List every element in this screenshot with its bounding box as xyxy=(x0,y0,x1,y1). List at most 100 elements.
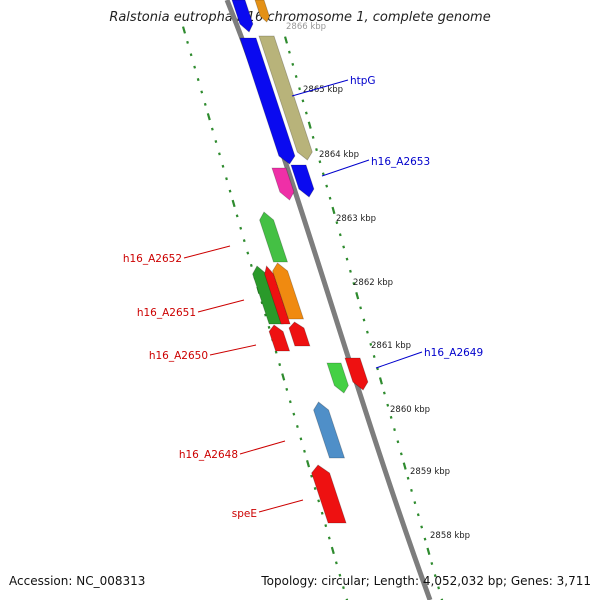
genome-summary-text: Topology: circular; Length: 4,052,032 bp… xyxy=(261,574,591,588)
ruler-minor-tick xyxy=(335,221,339,225)
ruler-major-tick xyxy=(355,291,360,300)
scale-tick-label: 2863 kbp xyxy=(336,214,376,224)
ruler-major-tick xyxy=(307,121,312,129)
ruler-minor-tick xyxy=(203,102,207,106)
ruler-minor-tick xyxy=(342,245,346,249)
ruler-minor-tick xyxy=(186,40,189,44)
ruler-minor-tick xyxy=(338,573,342,577)
ruler-major-tick xyxy=(330,546,335,555)
ruler-major-tick xyxy=(378,377,383,385)
gene-arrow-icon[interactable] xyxy=(259,211,289,263)
ruler-minor-tick xyxy=(423,537,427,541)
label-leader-line xyxy=(258,499,304,513)
label-leader-line xyxy=(375,351,423,369)
ruler-minor-tick xyxy=(193,65,197,69)
ruler-minor-tick xyxy=(345,257,349,261)
ruler-minor-tick xyxy=(393,428,396,432)
ruler-minor-tick xyxy=(228,189,232,193)
ruler-minor-tick xyxy=(338,233,342,237)
ruler-minor-tick xyxy=(413,501,417,505)
scale-tick-label: 2858 kbp xyxy=(430,531,470,541)
ruler-minor-tick xyxy=(246,251,250,255)
ruler-major-tick xyxy=(281,373,286,381)
ruler-minor-tick xyxy=(267,325,271,329)
gene-arrow-icon[interactable] xyxy=(268,324,291,352)
gene-arrow-icon[interactable] xyxy=(326,362,349,394)
ruler-minor-tick xyxy=(221,164,225,168)
ruler-major-tick xyxy=(402,462,407,470)
scale-tick-label-partial: 2866 kbp xyxy=(286,22,326,32)
ruler-minor-tick xyxy=(320,511,324,515)
ruler-minor-tick xyxy=(310,474,313,478)
ruler-major-tick xyxy=(181,26,187,34)
ruler-minor-tick xyxy=(313,486,317,490)
gene-arrow-icon[interactable] xyxy=(344,357,369,391)
ruler-minor-tick xyxy=(365,330,369,334)
ruler-minor-tick xyxy=(369,342,373,346)
ruler-minor-tick xyxy=(437,586,441,590)
gene-label[interactable]: h16_A2653 xyxy=(371,156,430,168)
ruler-minor-tick xyxy=(352,281,356,285)
ruler-minor-tick xyxy=(420,525,424,529)
ruler-minor-tick xyxy=(396,440,400,444)
gene-arrow-icon[interactable] xyxy=(271,167,295,201)
gene-label[interactable]: h16_A2652 xyxy=(123,253,182,265)
ruler-minor-tick xyxy=(303,449,306,453)
ruler-minor-tick xyxy=(298,87,301,91)
ruler-minor-tick xyxy=(291,62,295,66)
gene-arrow-icon[interactable] xyxy=(254,0,270,23)
gene-label[interactable]: htpG xyxy=(350,75,376,87)
gene-arrow-icon[interactable] xyxy=(258,35,313,161)
ruler-minor-tick xyxy=(317,499,321,503)
ruler-minor-tick xyxy=(264,313,267,317)
ruler-minor-tick xyxy=(285,387,289,391)
ruler-minor-tick xyxy=(440,598,444,600)
gene-arrow-icon[interactable] xyxy=(313,401,346,459)
ruler-minor-tick xyxy=(324,524,328,528)
gene-arrow-icon[interactable] xyxy=(239,37,296,165)
ruler-major-tick xyxy=(331,206,336,215)
ruler-major-tick xyxy=(306,460,311,468)
label-leader-line xyxy=(209,344,257,356)
ruler-minor-tick xyxy=(318,160,322,164)
gene-label[interactable]: h16_A2649 xyxy=(424,347,483,359)
label-leader-line xyxy=(183,245,231,259)
gene-label[interactable]: h16_A2648 xyxy=(179,449,238,461)
ruler-minor-tick xyxy=(362,318,366,322)
ruler-minor-tick xyxy=(210,127,214,131)
gene-labels: htpG h16_A2653 h16_A2649 h16_A2652 h16_A2651… xyxy=(123,75,483,520)
scale-tick-label: 2860 kbp xyxy=(390,405,430,415)
ruler-minor-tick xyxy=(288,400,292,404)
scale-tick-label: 2861 kbp xyxy=(371,341,411,351)
gene-arrow-icon[interactable] xyxy=(231,0,254,33)
scale-labels: 2865 kbp 2864 kbp 2863 kbp 2862 kbp 2861 kbp… xyxy=(286,22,470,541)
gene-arrow-icon[interactable] xyxy=(264,265,291,325)
gene-arrow-icon[interactable] xyxy=(311,464,347,524)
ruler-minor-tick xyxy=(225,177,228,181)
ruler-minor-tick xyxy=(349,269,352,273)
gene-label[interactable]: h16_A2651 xyxy=(137,307,196,319)
ruler-minor-tick xyxy=(325,184,329,188)
ruler-minor-tick xyxy=(274,350,278,354)
ruler-minor-tick xyxy=(321,172,325,176)
ruler-minor-tick xyxy=(327,536,331,540)
scale-tick-label: 2864 kbp xyxy=(319,150,359,160)
label-leader-line xyxy=(321,159,370,177)
gene-arrow-icon[interactable] xyxy=(272,262,305,320)
gene-label[interactable]: h16_A2650 xyxy=(149,350,208,362)
gene-arrow-icon[interactable] xyxy=(288,321,311,347)
gene-arrow-icon[interactable] xyxy=(290,164,315,198)
ruler-minor-tick xyxy=(294,75,298,79)
ruler-minor-tick xyxy=(235,214,239,218)
ruler-minor-tick xyxy=(292,412,296,416)
scale-tick-label: 2865 kbp xyxy=(303,85,343,95)
ruler-minor-tick xyxy=(406,476,410,480)
gene-label[interactable]: speE xyxy=(232,508,257,520)
scale-tick-label: 2859 kbp xyxy=(410,467,450,477)
ruler-major-tick xyxy=(426,547,431,555)
ruler-minor-tick xyxy=(399,452,403,456)
ruler-major-tick xyxy=(206,113,211,121)
ruler-minor-tick xyxy=(345,598,349,600)
ruler-minor-tick xyxy=(299,437,303,441)
